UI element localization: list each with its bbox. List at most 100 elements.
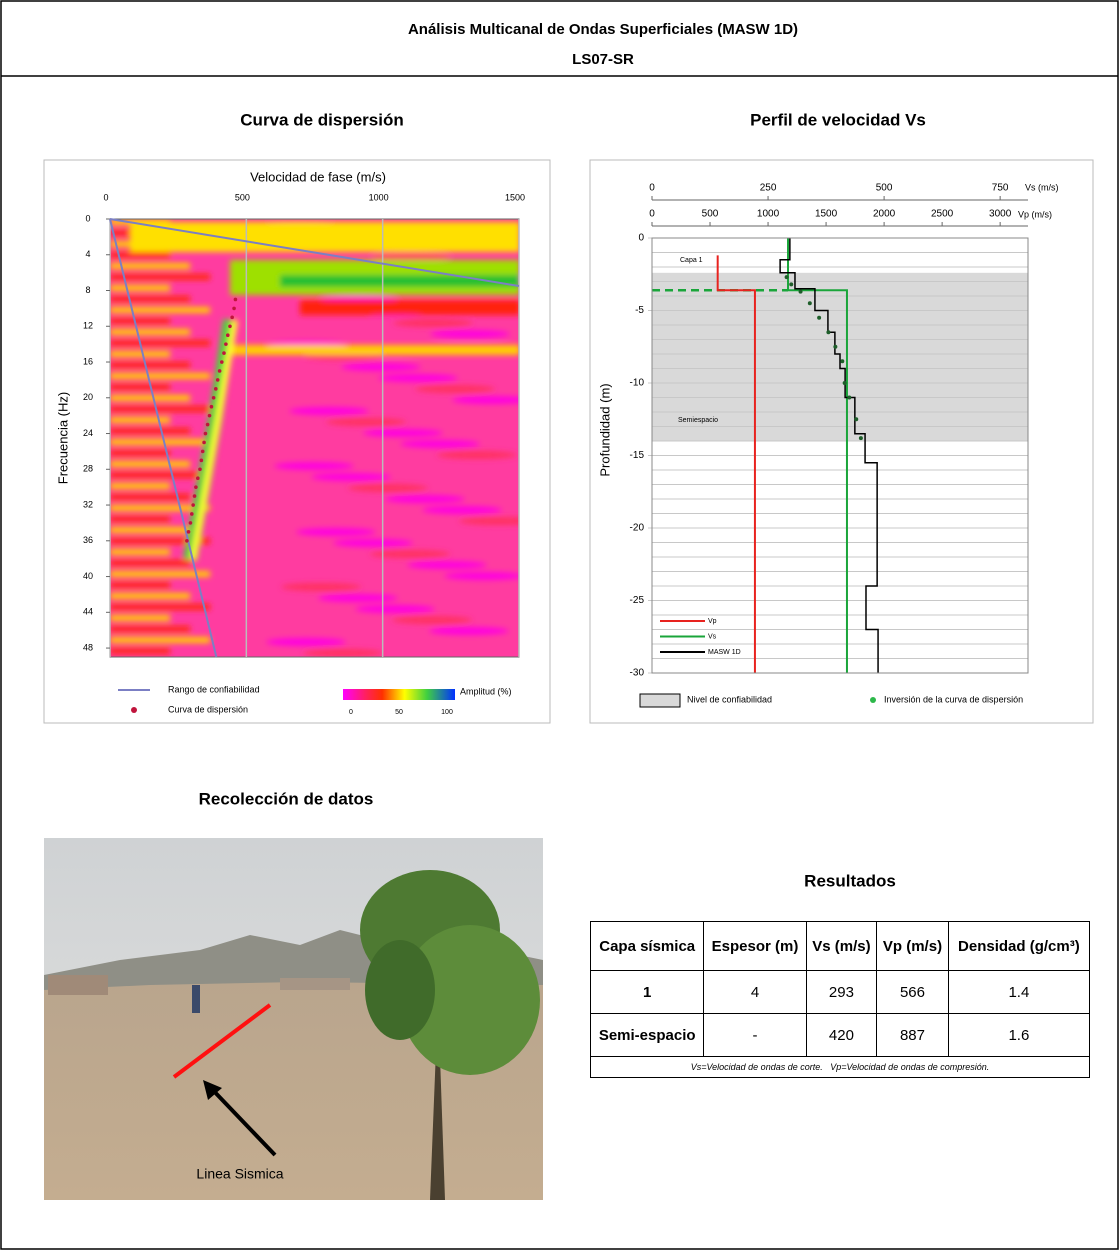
layer-label: Semiespacio xyxy=(678,417,718,424)
y-tick-label: 0 xyxy=(85,213,90,223)
inversion-point xyxy=(842,381,847,385)
legend-label: Vp xyxy=(708,618,717,625)
heatmap-cell xyxy=(370,550,450,558)
y-tick-label: -15 xyxy=(630,450,645,461)
y-tick-label: -25 xyxy=(630,595,645,606)
heatmap-cell xyxy=(110,428,190,434)
table-header-cell: Capa sísmica xyxy=(589,921,705,971)
colorbar-tick-label: 100 xyxy=(441,709,453,716)
y-tick-label: 20 xyxy=(83,392,93,402)
heatmap-cell xyxy=(371,253,451,261)
heatmap-ridge xyxy=(190,319,238,561)
profile-line xyxy=(716,255,756,673)
y-tick-label: 24 xyxy=(83,428,93,438)
heatmap-cell xyxy=(230,345,519,355)
table-header-cell: Densidad (g/cm³) xyxy=(947,921,1091,971)
reliability-line xyxy=(109,218,520,288)
y-tick-label: 28 xyxy=(83,464,93,474)
x-axis-label: Vs (m/s) xyxy=(1025,182,1059,192)
chart-title: Curva de dispersión xyxy=(240,110,403,129)
y-tick-label: 8 xyxy=(85,285,90,295)
heatmap-cell xyxy=(363,429,443,437)
table-note: Vs=Velocidad de ondas de corte. Vp=Veloc… xyxy=(590,1056,1090,1078)
heatmap-cell xyxy=(110,461,190,467)
heatmap-cell xyxy=(348,484,428,492)
heatmap-cell xyxy=(300,300,519,315)
inversion-point xyxy=(833,344,838,349)
dispersion-point xyxy=(233,297,238,302)
heatmap-cell xyxy=(110,483,170,489)
dispersion-point xyxy=(207,413,212,418)
heatmap-cell xyxy=(110,593,190,599)
heatmap-cell xyxy=(318,594,398,602)
dispersion-point xyxy=(217,369,222,373)
photo: Linea Sismica xyxy=(44,838,543,1200)
heatmap-cell xyxy=(110,285,170,291)
dispersion-point xyxy=(224,342,228,346)
heatmap-cell xyxy=(110,637,210,643)
legend-label: MASW 1D xyxy=(708,649,741,656)
heatmap-cell xyxy=(110,351,170,357)
table-cell: 1.6 xyxy=(947,1013,1091,1057)
layer-label: Capa 1 xyxy=(680,257,703,264)
heatmap-cell xyxy=(110,626,190,632)
y-tick-label: 4 xyxy=(85,249,90,259)
heatmap-cell xyxy=(110,648,170,654)
heatmap-cell xyxy=(110,472,210,478)
inversion-point xyxy=(840,359,845,364)
dispersion-point xyxy=(222,351,226,355)
y-tick-label: 40 xyxy=(83,571,93,581)
dispersion-point xyxy=(194,485,198,489)
x-tick-label: 1000 xyxy=(369,192,389,202)
dispersion-point xyxy=(200,449,205,454)
heatmap-cell xyxy=(400,440,480,448)
inversion-point xyxy=(784,275,789,280)
heatmap-cell xyxy=(110,296,190,302)
heatmap-cell xyxy=(110,263,190,269)
heatmap-cell xyxy=(110,307,210,313)
heatmap-cell xyxy=(289,407,369,415)
table-header-cell: Espesor (m) xyxy=(703,921,807,971)
table-cell: 420 xyxy=(805,1013,878,1057)
colorbar-tick-label: 0 xyxy=(349,709,353,716)
heatmap-cell xyxy=(110,549,170,555)
table-row: 1 4 293 566 1.4 xyxy=(589,970,1091,1014)
heatmap-cell xyxy=(110,318,170,324)
x2-axis-label: Vp (m/s) xyxy=(1018,209,1052,219)
x-tick-label: 500 xyxy=(235,192,250,202)
table-header-row: Capa sísmica Espesor (m) Vs (m/s) Vp (m/s) D… xyxy=(589,921,1091,971)
results-table: Capa sísmica Espesor (m) Vs (m/s) Vp (m/s) D… xyxy=(589,921,1091,1078)
dispersion-point xyxy=(198,467,202,472)
inversion-point xyxy=(826,330,831,335)
table-cell: 1 xyxy=(589,970,705,1014)
dispersion-point xyxy=(219,360,224,364)
heatmap-cell xyxy=(333,539,413,547)
table-cell: Semi-espacio xyxy=(589,1013,705,1057)
heatmap-cell xyxy=(452,396,519,404)
heatmap-cell xyxy=(110,252,170,258)
plot-frame xyxy=(651,237,1029,674)
heatmap-cell xyxy=(110,373,210,379)
x-tick-label: 0 xyxy=(103,192,108,202)
dispersion-point xyxy=(199,458,204,463)
x2-tick-label: 0 xyxy=(649,209,655,220)
x-tick-label: 500 xyxy=(876,183,893,194)
chart-title: Perfil de velocidad Vs xyxy=(750,110,926,129)
y-tick-label: -20 xyxy=(630,523,645,534)
x-tick-label: 250 xyxy=(760,183,777,194)
heatmap-cell xyxy=(110,340,210,346)
y-tick-label: 36 xyxy=(83,535,93,545)
x-axis-label: Velocidad de fase (m/s) xyxy=(250,169,386,184)
heatmap-cell xyxy=(110,494,190,500)
legend-swatch xyxy=(870,697,876,703)
legend-label: Nivel de confiabilidad xyxy=(687,694,772,704)
heatmap-cell xyxy=(326,418,406,426)
heatmap-cell xyxy=(110,395,190,401)
x-tick-label: 1500 xyxy=(505,192,525,202)
heatmap-cell xyxy=(110,384,170,390)
table-cell: - xyxy=(703,1013,807,1057)
heatmap-cell xyxy=(341,363,421,371)
inversion-point xyxy=(817,315,822,320)
table-cell: 887 xyxy=(876,1013,949,1057)
